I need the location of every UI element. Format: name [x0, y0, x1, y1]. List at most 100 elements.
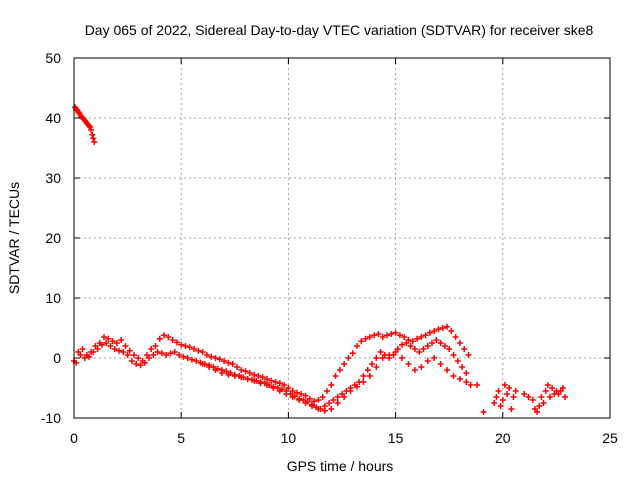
series-points	[521, 382, 568, 415]
x-tick-label: 15	[388, 430, 404, 446]
data-point	[171, 349, 178, 355]
data-point	[354, 383, 361, 390]
y-tick-label: -10	[41, 410, 61, 426]
data-point	[364, 367, 371, 373]
data-point	[328, 382, 335, 388]
data-point	[379, 334, 386, 340]
data-point	[426, 329, 433, 336]
data-point	[474, 382, 481, 388]
data-point	[501, 382, 508, 388]
data-point	[281, 382, 288, 388]
data-point	[536, 403, 543, 409]
data-point	[182, 343, 189, 349]
data-point	[401, 334, 408, 340]
data-point	[133, 361, 140, 367]
data-point	[208, 353, 215, 360]
data-point	[431, 355, 438, 361]
data-point	[459, 364, 466, 370]
data-point	[212, 355, 219, 361]
data-point	[163, 352, 170, 358]
data-point	[456, 376, 463, 382]
data-point	[244, 376, 251, 382]
data-point	[276, 380, 283, 387]
data-point	[122, 343, 129, 349]
data-point	[439, 325, 446, 331]
data-point	[392, 349, 399, 355]
data-point	[173, 339, 180, 346]
data-point	[332, 373, 339, 379]
y-tick-label: 30	[45, 170, 61, 186]
data-point	[414, 335, 421, 342]
data-point	[206, 364, 213, 370]
data-point	[135, 355, 142, 361]
data-point	[506, 385, 513, 391]
data-point	[546, 394, 553, 400]
data-point	[420, 346, 427, 352]
series-points	[72, 104, 98, 145]
data-point	[341, 361, 348, 367]
data-point	[118, 337, 125, 343]
data-point	[186, 344, 193, 351]
data-points	[71, 104, 568, 415]
data-point	[165, 334, 172, 340]
data-point	[283, 391, 290, 397]
data-point	[302, 392, 309, 399]
data-point	[225, 359, 232, 366]
data-point	[225, 371, 232, 378]
x-tick-label: 5	[177, 430, 185, 446]
data-point	[491, 400, 498, 406]
data-point	[268, 377, 275, 384]
y-axis-label: SDTVAR / TECUs	[6, 182, 22, 294]
data-point	[512, 388, 519, 394]
data-point	[158, 350, 165, 357]
data-point	[216, 356, 223, 363]
data-point	[467, 382, 474, 388]
data-point	[549, 385, 556, 391]
data-point	[94, 346, 101, 352]
data-point	[399, 355, 406, 361]
data-point	[422, 332, 429, 339]
data-point	[360, 379, 367, 385]
data-point	[405, 361, 412, 367]
data-point	[452, 334, 459, 340]
data-point	[91, 139, 98, 145]
data-point	[109, 338, 116, 345]
y-tick-label: 20	[45, 230, 61, 246]
data-point	[411, 367, 418, 373]
data-point	[435, 326, 442, 333]
data-point	[392, 329, 399, 336]
data-point	[193, 358, 200, 364]
data-point	[229, 361, 236, 367]
data-point	[259, 374, 266, 381]
data-point	[334, 394, 341, 400]
data-point	[369, 361, 376, 367]
data-point	[79, 346, 86, 352]
data-point	[366, 373, 373, 379]
data-point	[221, 358, 228, 364]
data-point	[270, 385, 277, 391]
data-point	[416, 349, 423, 355]
data-point	[167, 350, 174, 357]
data-point	[86, 122, 93, 129]
data-point	[437, 361, 444, 367]
series-points	[199, 349, 474, 414]
data-point	[296, 397, 303, 403]
data-point	[272, 379, 279, 385]
data-point	[315, 406, 322, 412]
data-point	[349, 350, 356, 357]
data-point	[418, 334, 425, 340]
data-point	[463, 370, 470, 376]
data-point	[418, 364, 425, 370]
data-point	[255, 373, 262, 379]
data-point	[354, 343, 361, 349]
data-point	[358, 338, 365, 345]
y-tick-label: 50	[45, 50, 61, 66]
data-point	[308, 403, 315, 409]
data-point	[441, 343, 448, 349]
x-tick-label: 25	[602, 430, 618, 446]
data-point	[388, 331, 395, 337]
data-point	[504, 391, 511, 397]
data-point	[323, 388, 330, 394]
data-point	[371, 332, 378, 339]
